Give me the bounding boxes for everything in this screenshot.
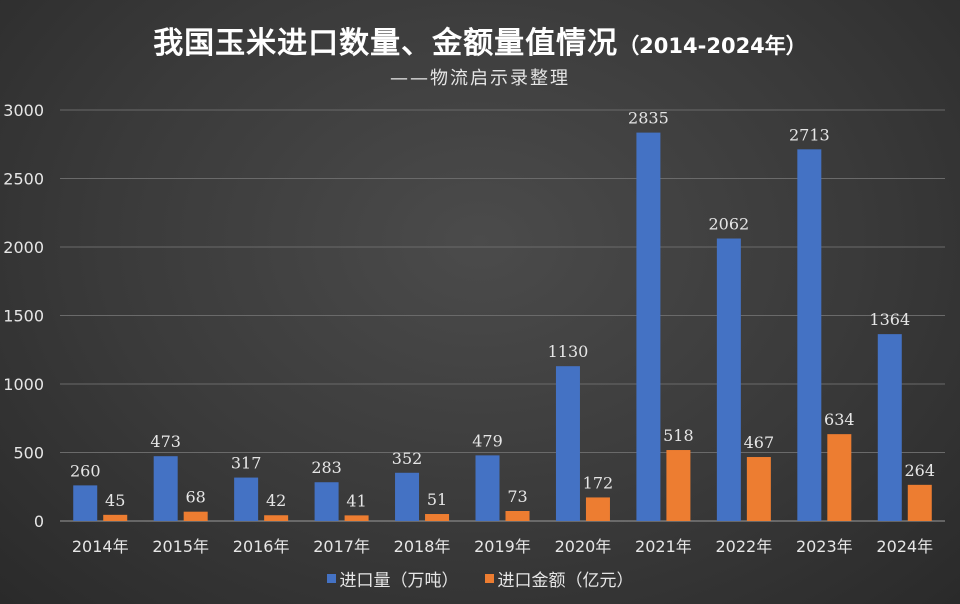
x-tick-label: 2019年 — [474, 537, 531, 556]
bar-value — [666, 450, 691, 521]
legend-swatch-value — [484, 574, 494, 583]
data-label-value: 264 — [904, 461, 935, 480]
x-tick-label: 2023年 — [796, 537, 853, 556]
data-label-volume: 283 — [311, 458, 342, 477]
data-label-volume: 352 — [392, 449, 423, 468]
bar-value — [344, 515, 369, 521]
chart-title-range: （2014-2024年） — [618, 34, 807, 58]
x-tick-label: 2018年 — [394, 537, 451, 556]
data-label-volume: 2062 — [709, 215, 750, 234]
x-tick-label: 2015年 — [152, 537, 209, 556]
legend-item-value: 进口金额（亿元） — [484, 566, 634, 591]
bar-value — [425, 514, 450, 521]
data-label-value: 45 — [105, 491, 125, 510]
data-label-value: 68 — [186, 488, 206, 507]
bar-volume — [636, 132, 661, 522]
data-label-value: 42 — [266, 491, 286, 510]
bar-volume — [314, 482, 339, 521]
bar-volume — [153, 456, 178, 521]
data-label-value: 41 — [346, 491, 366, 510]
data-label-volume: 260 — [70, 461, 101, 480]
bar-volume — [877, 334, 902, 521]
data-label-value: 467 — [744, 433, 775, 452]
bar-volume — [73, 485, 98, 521]
data-label-volume: 1364 — [869, 310, 910, 329]
bar-volume — [234, 477, 259, 521]
x-tick-label: 2017年 — [313, 537, 370, 556]
bar-value — [585, 497, 610, 521]
y-tick-label: 1000 — [3, 375, 44, 394]
y-tick-label: 1500 — [3, 307, 44, 326]
x-tick-label: 2016年 — [233, 537, 290, 556]
x-tick-label: 2020年 — [555, 537, 612, 556]
data-label-value: 518 — [663, 426, 694, 445]
legend-item-volume: 进口量（万吨） — [326, 566, 459, 591]
data-label-volume: 2835 — [628, 109, 669, 128]
x-tick-label: 2014年 — [72, 537, 129, 556]
data-label-volume: 317 — [231, 454, 262, 473]
bar-volume — [475, 455, 500, 521]
bar-volume — [395, 472, 420, 521]
legend-label-value: 进口金额（亿元） — [497, 571, 634, 591]
data-label-value: 172 — [583, 473, 614, 492]
x-tick-label: 2022年 — [715, 537, 772, 556]
data-label-value: 634 — [824, 410, 855, 429]
bar-volume — [797, 149, 822, 521]
chart-legend: 进口量（万吨） 进口金额（亿元） — [0, 566, 960, 591]
bar-value — [505, 510, 530, 521]
data-label-volume: 2713 — [789, 125, 830, 144]
chart-subtitle: ——物流启示录整理 — [390, 68, 570, 89]
x-tick-label: 2024年 — [876, 537, 933, 556]
bar-volume — [555, 366, 580, 521]
data-label-volume: 473 — [150, 432, 181, 451]
data-label-volume: 479 — [472, 431, 503, 450]
bar-value — [103, 514, 128, 521]
chart-title-main: 我国玉米进口数量、金额量值情况 — [153, 26, 619, 61]
y-tick-label: 500 — [13, 444, 44, 463]
x-tick-label: 2021年 — [635, 537, 692, 556]
bar-value — [746, 457, 771, 521]
bar-value — [264, 515, 289, 521]
data-label-value: 73 — [507, 487, 527, 506]
bar-value — [907, 484, 932, 521]
y-tick-label: 2500 — [3, 170, 44, 189]
bar-value — [183, 511, 208, 521]
data-label-value: 51 — [427, 490, 447, 509]
y-tick-label: 2000 — [3, 238, 44, 257]
y-tick-label: 0 — [34, 512, 44, 531]
y-tick-label: 3000 — [3, 101, 44, 120]
data-label-volume: 1130 — [548, 342, 589, 361]
bar-volume — [716, 238, 741, 522]
legend-label-volume: 进口量（万吨） — [339, 571, 459, 591]
bar-value — [827, 434, 852, 521]
chart-title: 我国玉米进口数量、金额量值情况（2014-2024年） — [0, 18, 960, 62]
legend-swatch-volume — [326, 574, 336, 583]
